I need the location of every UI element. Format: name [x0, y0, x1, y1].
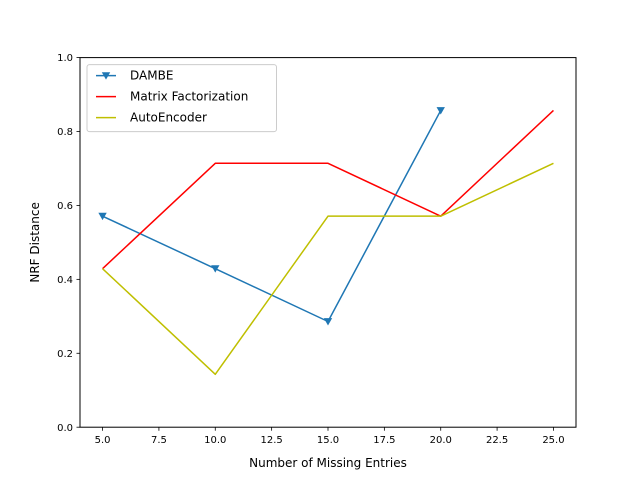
- data-point-dambe: [211, 265, 220, 273]
- x-tick-label: 22.5: [486, 435, 508, 446]
- x-tick-label: 25.0: [542, 435, 564, 446]
- y-tick-label: 0.0: [57, 423, 73, 434]
- legend-item-dambe: DAMBE: [96, 69, 173, 83]
- data-point-dambe: [323, 318, 333, 326]
- y-tick-label: 0.4: [57, 275, 73, 286]
- legend-item-autoencoder: AutoEncoder: [96, 111, 207, 125]
- x-tick-label: 17.5: [373, 435, 395, 446]
- series-line-matrix-factorization: [102, 109, 554, 270]
- data-point-dambe: [98, 212, 107, 221]
- x-tick-label: 5.0: [95, 435, 111, 446]
- legend-marker: [101, 72, 111, 80]
- series-line-autoencoder: [102, 162, 554, 376]
- y-tick-label: 0.2: [57, 349, 73, 360]
- y-tick-label: 0.6: [57, 201, 73, 212]
- legend-item-matrix-factorization: Matrix Factorization: [96, 90, 248, 104]
- legend-label: AutoEncoder: [130, 111, 207, 125]
- legend: DAMBE Matrix Factorization AutoEncoder: [86, 64, 277, 133]
- data-point-dambe: [436, 107, 445, 115]
- legend-label: DAMBE: [130, 69, 173, 83]
- x-axis-label: Number of Missing Entries: [249, 456, 407, 470]
- y-axis-label: NRF Distance: [28, 202, 42, 283]
- y-tick-label: 0.8: [57, 127, 73, 138]
- x-tick-label: 15.0: [317, 435, 339, 446]
- x-tick-label: 12.5: [261, 435, 283, 446]
- legend-label: Matrix Factorization: [130, 90, 248, 104]
- x-tick-label: 20.0: [430, 435, 452, 446]
- legend-box: [86, 64, 277, 133]
- x-tick-label: 10.0: [204, 435, 226, 446]
- x-tick-label: 7.5: [151, 435, 167, 446]
- y-tick-label: 1.0: [57, 53, 73, 64]
